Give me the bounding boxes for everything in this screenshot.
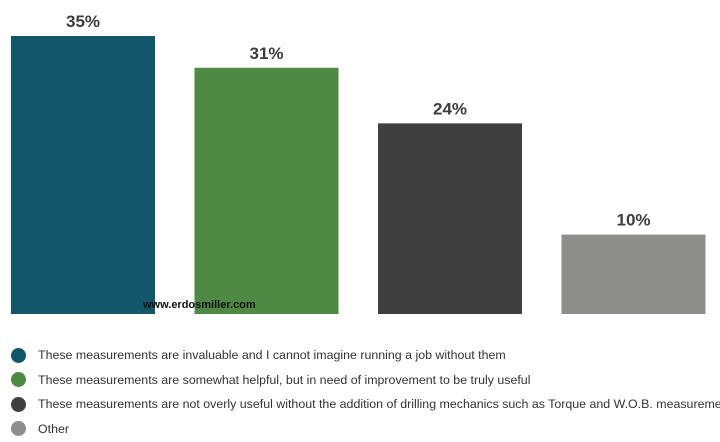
legend-swatch-not-overly-useful bbox=[11, 396, 26, 412]
bar-chart-svg: 35% 31% 24% 10% bbox=[11, 12, 706, 315]
legend-item-other: Other bbox=[11, 417, 716, 442]
watermark-text: www.erdosmiller.com bbox=[143, 299, 256, 311]
legend-label-invaluable: These measurements are invaluable and I … bbox=[38, 348, 506, 363]
bar-value-label-invaluable: 35% bbox=[66, 12, 100, 31]
legend-item-invaluable: These measurements are invaluable and I … bbox=[11, 343, 716, 368]
bar-invaluable bbox=[11, 36, 155, 314]
legend-swatch-somewhat-helpful bbox=[11, 372, 26, 388]
chart-legend: These measurements are invaluable and I … bbox=[11, 343, 720, 442]
legend-label-not-overly-useful: These measurements are not overly useful… bbox=[38, 397, 720, 412]
bar-somewhat-helpful bbox=[194, 67, 339, 315]
bar-chart: 35% 31% 24% 10% bbox=[11, 12, 706, 315]
legend-item-not-overly-useful: These measurements are not overly useful… bbox=[11, 392, 720, 417]
legend-item-somewhat-helpful: These measurements are somewhat helpful,… bbox=[11, 368, 716, 393]
bar-not-overly-useful bbox=[378, 123, 522, 314]
bar-value-label-not-overly-useful: 24% bbox=[433, 99, 467, 118]
legend-swatch-other bbox=[11, 421, 26, 437]
bar-value-label-somewhat-helpful: 31% bbox=[249, 44, 283, 63]
legend-label-somewhat-helpful: These measurements are somewhat helpful,… bbox=[38, 372, 531, 387]
bar-other bbox=[561, 234, 706, 314]
legend-label-other: Other bbox=[38, 421, 69, 436]
bar-value-label-other: 10% bbox=[616, 211, 650, 230]
legend-swatch-invaluable bbox=[11, 347, 26, 363]
